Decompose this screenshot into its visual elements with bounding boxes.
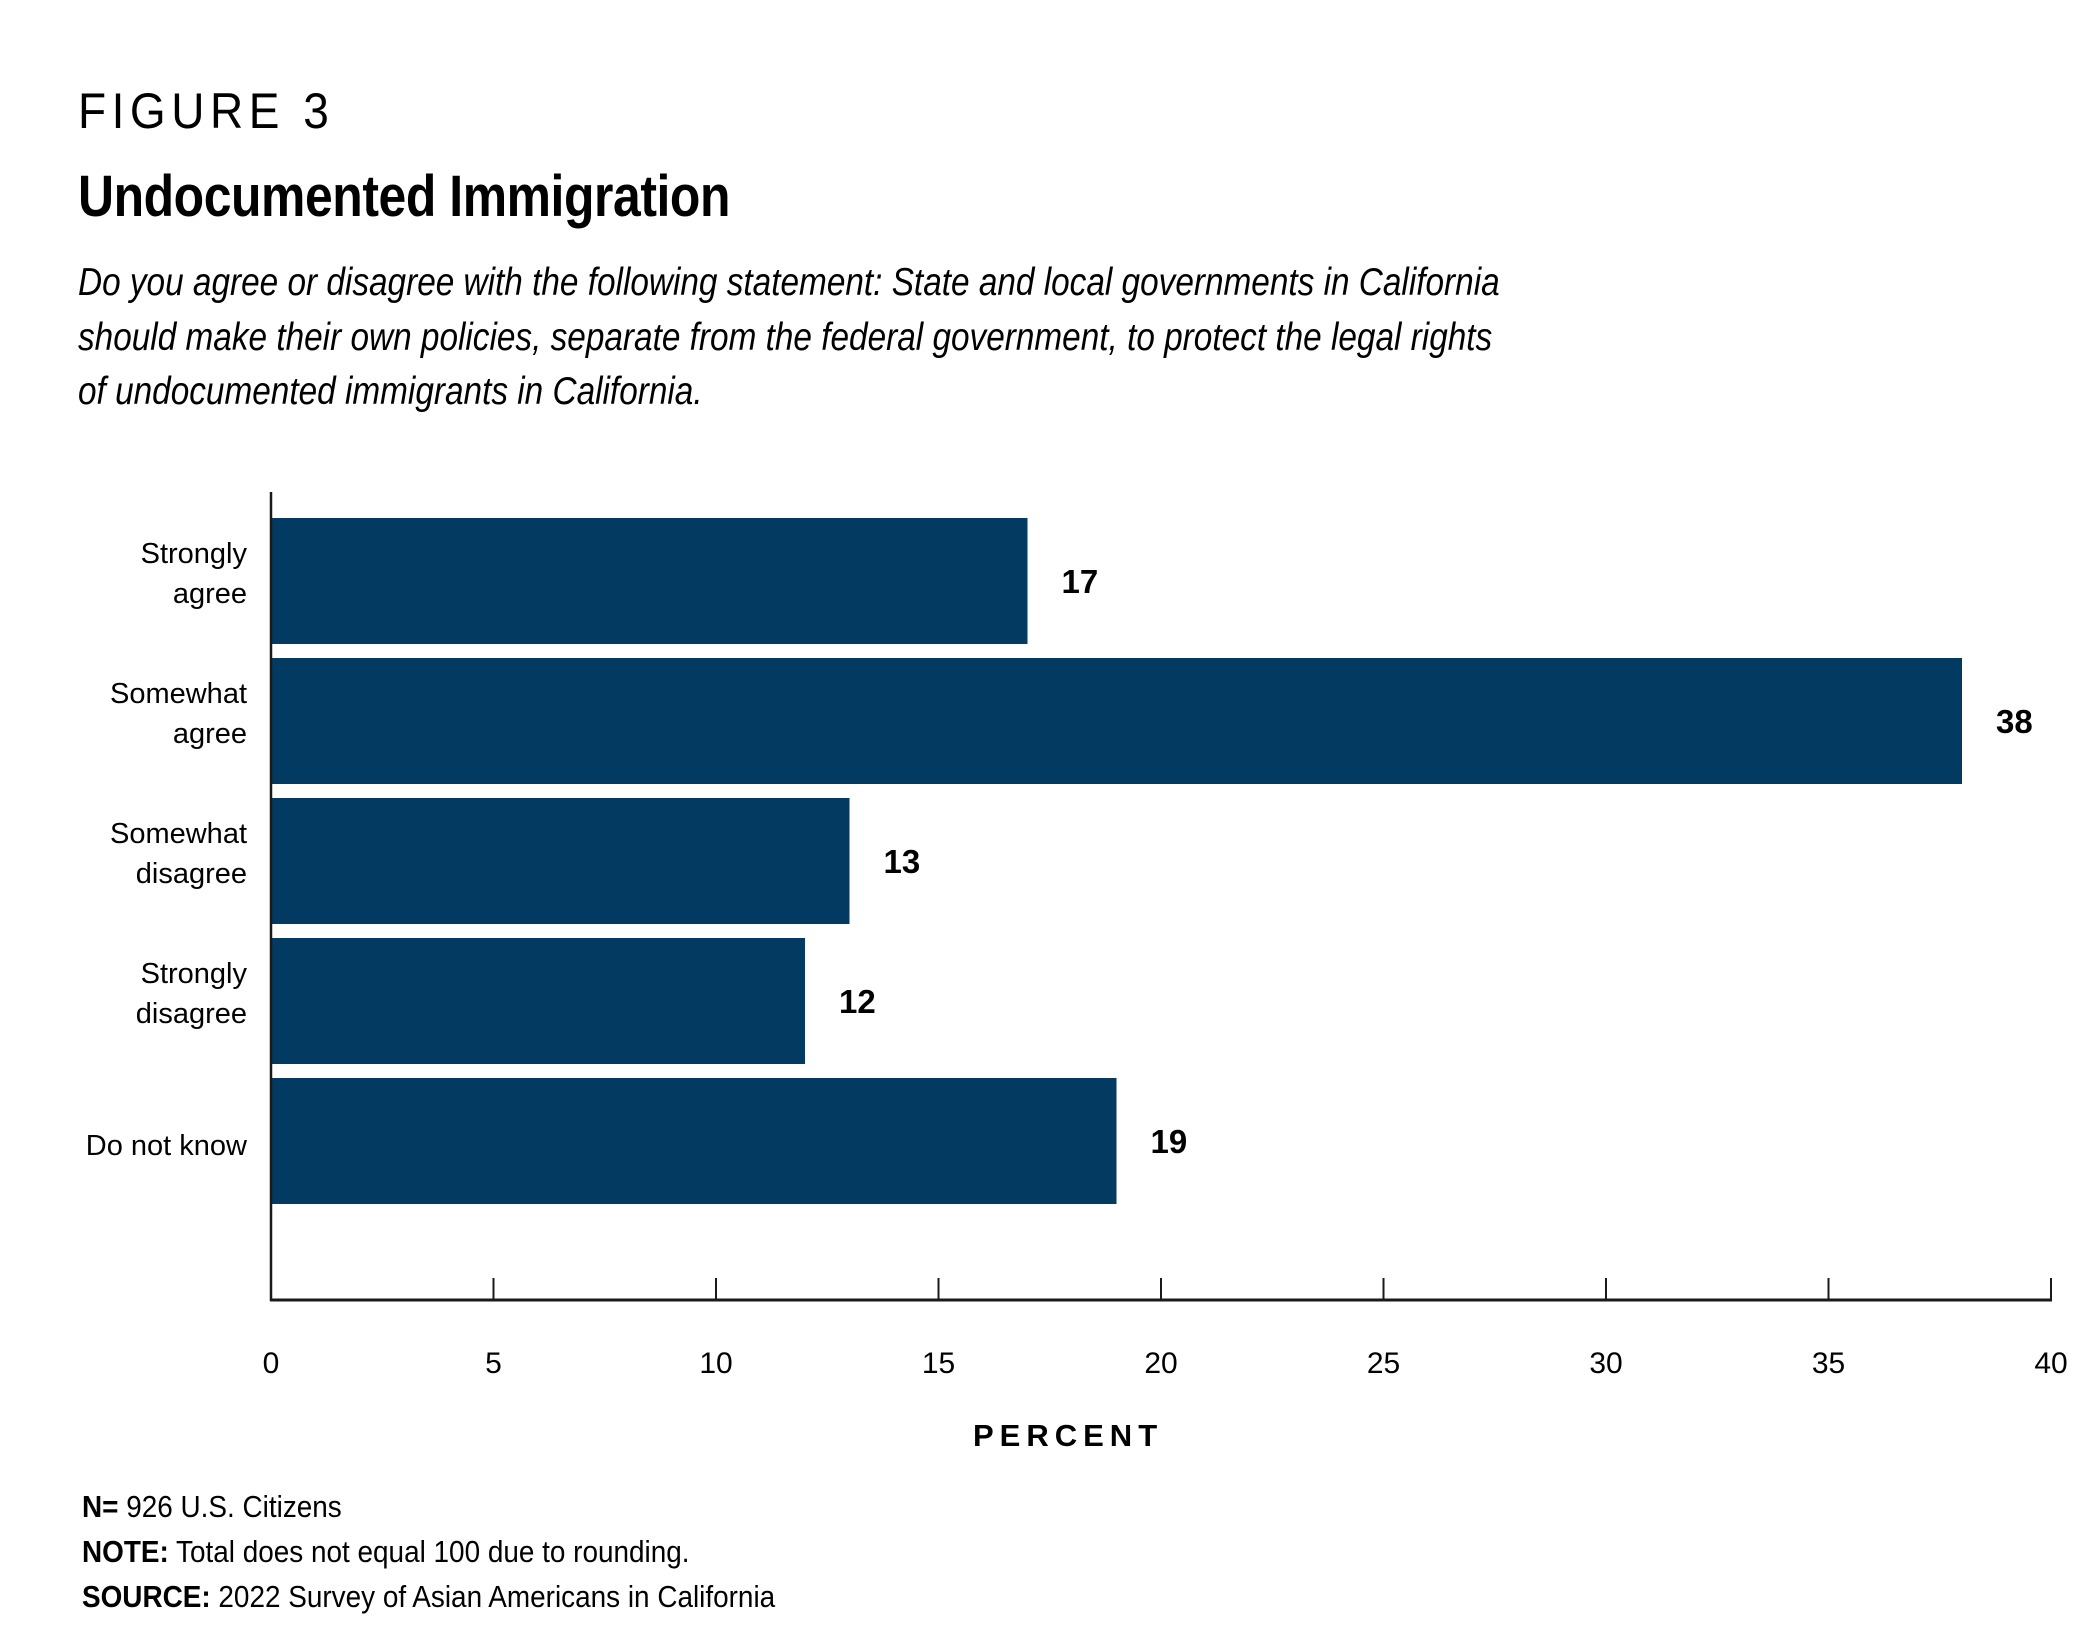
value-label: 13 bbox=[884, 843, 921, 880]
x-tick-label: 0 bbox=[263, 1347, 280, 1380]
x-tick-label: 25 bbox=[1367, 1347, 1400, 1380]
x-tick-label: 5 bbox=[485, 1347, 502, 1380]
note-text: Total does not equal 100 due to rounding… bbox=[176, 1534, 690, 1569]
value-labels: 17 38 13 12 19 bbox=[839, 563, 2033, 1160]
figure-label: FIGURE 3 bbox=[78, 83, 335, 139]
figure-title: Undocumented Immigration bbox=[78, 164, 731, 229]
rounding-note: NOTE: Total does not equal 100 due to ro… bbox=[82, 1529, 775, 1574]
bar bbox=[271, 658, 1962, 784]
bar bbox=[271, 938, 805, 1064]
category-labels: Strongly agree Somewhat agree Somewhat disagr… bbox=[86, 538, 248, 1162]
category-label: agree bbox=[173, 718, 247, 750]
category-label: Do not know bbox=[86, 1130, 248, 1162]
category-label: Somewhat bbox=[110, 678, 247, 710]
category-label: Somewhat bbox=[110, 818, 247, 850]
x-tick-label: 10 bbox=[699, 1347, 732, 1380]
x-tick-label: 30 bbox=[1589, 1347, 1622, 1380]
value-label: 12 bbox=[839, 983, 876, 1020]
x-tick-label: 35 bbox=[1812, 1347, 1845, 1380]
note-label: NOTE: bbox=[82, 1534, 169, 1569]
category-label: agree bbox=[173, 578, 247, 610]
survey-question-line: of undocumented immigrants in California… bbox=[78, 370, 703, 413]
category-label: Strongly bbox=[141, 958, 248, 990]
x-tick-label: 20 bbox=[1144, 1347, 1177, 1380]
bars bbox=[271, 518, 1962, 1204]
x-tick-label: 40 bbox=[2034, 1347, 2067, 1380]
x-axis-title: PERCENT bbox=[973, 1418, 1163, 1453]
sample-size-text: 926 U.S. Citizens bbox=[126, 1489, 342, 1524]
survey-question-line: Do you agree or disagree with the follow… bbox=[78, 261, 1500, 304]
survey-question-line: should make their own policies, separate… bbox=[78, 315, 1493, 359]
category-label: Strongly bbox=[141, 538, 248, 570]
source-label: SOURCE: bbox=[82, 1579, 211, 1614]
bar bbox=[271, 798, 850, 924]
sample-size-note: N= 926 U.S. Citizens bbox=[82, 1484, 775, 1529]
survey-question: Do you agree or disagree with the follow… bbox=[78, 256, 1831, 420]
value-label: 19 bbox=[1151, 1123, 1188, 1160]
bar bbox=[271, 1078, 1117, 1204]
sample-size-label: N= bbox=[82, 1489, 119, 1524]
bar bbox=[271, 518, 1028, 644]
x-tick-label: 15 bbox=[922, 1347, 955, 1380]
value-label: 17 bbox=[1062, 563, 1099, 600]
footer-notes: N= 926 U.S. Citizens NOTE: Total does no… bbox=[82, 1484, 775, 1619]
source-note: SOURCE: 2022 Survey of Asian Americans i… bbox=[82, 1574, 775, 1619]
x-axis: 0 5 10 15 20 25 30 35 40 bbox=[263, 492, 2068, 1380]
source-text: 2022 Survey of Asian Americans in Califo… bbox=[218, 1579, 776, 1614]
category-label: disagree bbox=[136, 998, 247, 1030]
value-label: 38 bbox=[1996, 703, 2033, 740]
category-label: disagree bbox=[136, 858, 247, 890]
